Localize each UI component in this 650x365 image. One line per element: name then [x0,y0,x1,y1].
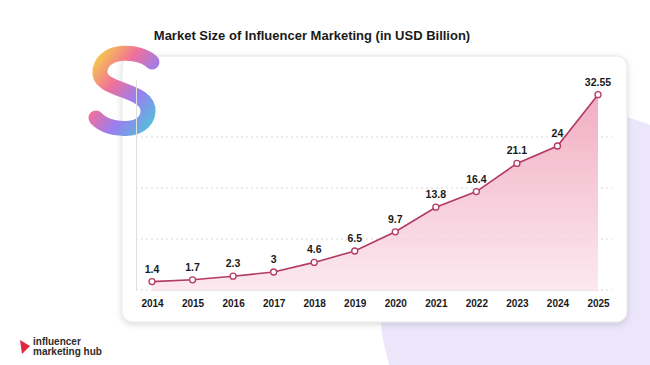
x-tick-label: 2014 [141,298,164,309]
x-tick: 2025 [587,290,610,309]
marker [352,248,358,254]
data-label: 21.1 [507,144,528,156]
dollar-icon [96,40,152,140]
x-tick-label: 2023 [506,298,529,309]
x-tick-label: 2022 [466,298,489,309]
data-label: 13.8 [426,188,447,200]
data-label: 6.5 [347,232,362,244]
x-tick-label: 2019 [344,298,367,309]
marker [230,273,236,279]
data-label: 4.6 [307,243,322,255]
x-axis-line [153,290,599,291]
x-tick-label: 2015 [182,298,205,309]
grid-line [136,137,612,138]
x-tick-label: 2024 [547,298,570,309]
plot-area [149,92,601,290]
marker [595,92,601,98]
x-tick: 2019 [344,290,367,309]
data-label: 32.55 [585,76,611,88]
data-label: 1.7 [185,261,200,273]
data-label: 16.4 [466,173,487,185]
source-logo: influencermarketing hub [20,336,102,357]
dollar-bar [120,40,129,140]
marker [514,160,520,166]
data-labels: 1.4 1.7 2.3 3 4.6 6.5 9.7 13.8 16.4 21.1 24 32.55 [145,76,612,275]
x-tick-label: 2016 [222,298,245,309]
y-axis-line [136,81,137,291]
data-label: 3 [271,253,277,265]
data-label: 1.4 [145,263,160,275]
source-text: marketing hub [33,346,102,357]
data-label: 24 [552,127,564,139]
marker [271,269,277,275]
card [122,56,627,322]
x-tick: 2023 [506,290,529,309]
marker [473,189,479,195]
x-tick: 2024 [547,290,570,309]
x-tick-label: 2021 [425,298,448,309]
x-axis: 2014 2015 2016 2017 2018 2019 2020 2021 2022 2023… [141,290,610,309]
x-tick-label: 2017 [263,298,286,309]
chart-svg: Market Size of Influencer Marketing (in … [0,0,650,365]
x-tick: 2020 [385,290,408,309]
x-tick: 2016 [222,290,245,309]
x-tick: 2022 [466,290,489,309]
data-label: 2.3 [226,257,241,269]
line [152,95,598,282]
marker [311,259,317,265]
x-tick: 2021 [425,290,448,309]
title: Market Size of Influencer Marketing (in … [154,28,470,43]
logo-mark [20,340,30,354]
marker [190,277,196,283]
x-tick: 2015 [182,290,205,309]
x-tick: 2014 [141,290,164,309]
y-axis [136,81,138,291]
x-tick-label: 2018 [304,298,327,309]
marker [149,279,155,285]
data-label: 9.7 [388,213,403,225]
marker [554,143,560,149]
marker [392,229,398,235]
area [152,95,598,290]
marker [433,204,439,210]
x-tick-label: 2025 [587,298,610,309]
x-tick: 2017 [263,290,286,309]
x-tick: 2018 [304,290,327,309]
x-tick-label: 2020 [385,298,408,309]
